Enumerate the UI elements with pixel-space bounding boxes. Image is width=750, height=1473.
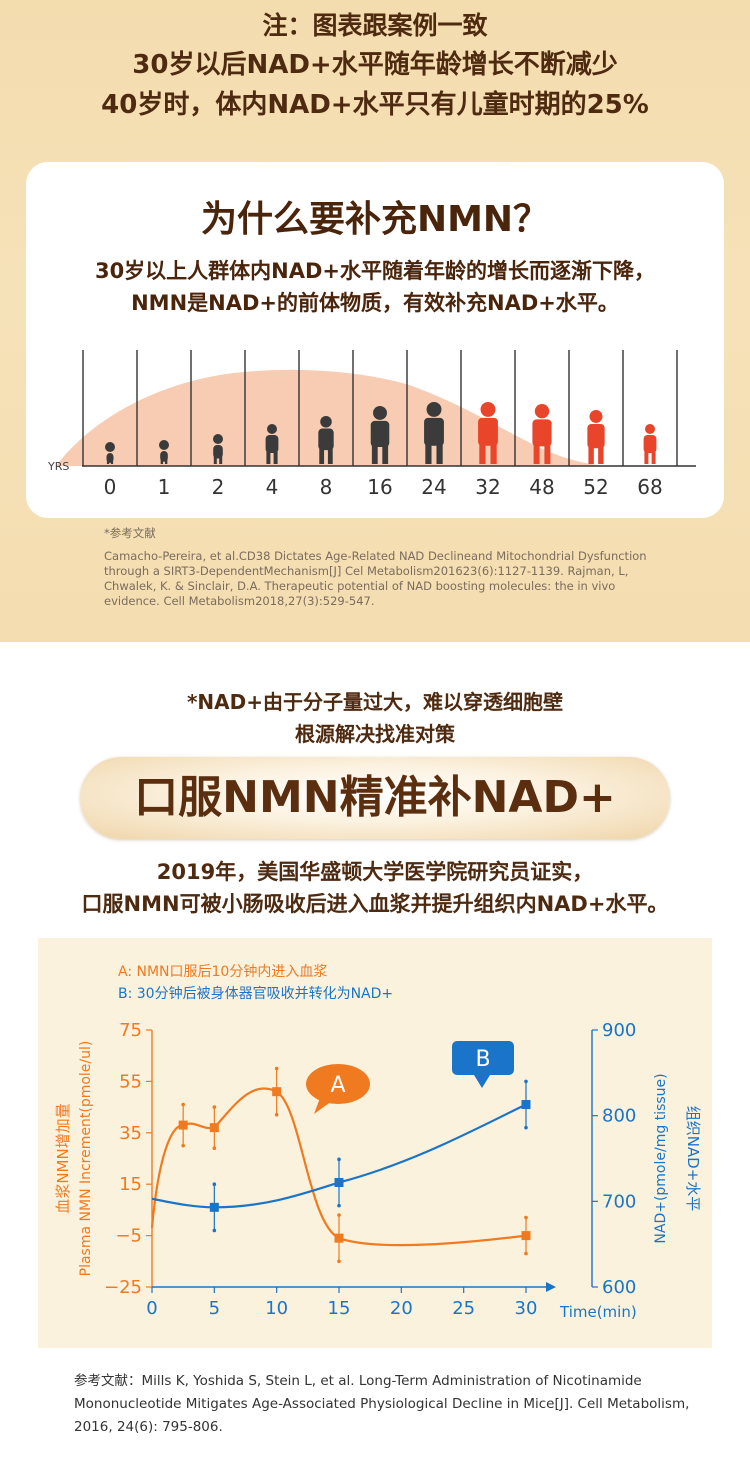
card-title: 为什么要补充NMN？ (200, 199, 550, 240)
age-label: 16 (367, 475, 392, 499)
callout-b: B (452, 1041, 514, 1088)
x-tick-label: 30 (515, 1298, 538, 1319)
left-axis-title-cn: 血浆NMN增加量 (54, 1103, 72, 1213)
x-tick-label: 15 (328, 1298, 351, 1319)
x-axis-arrow (546, 1282, 556, 1292)
x-tick-label: 10 (265, 1298, 288, 1319)
x-tick-label: 0 (146, 1298, 157, 1319)
nmn-card: 为什么要补充NMN？ 30岁以上人群体内NAD+水平随着年龄的增长而逐渐下降， … (26, 162, 724, 518)
chart-panel: A: NMN口服后10分钟内进入血浆 B: 30分钟后被身体器官吸收并转化为NAD… (38, 938, 712, 1348)
age-timeline: YRS 0 1 2 4 8 16 24 32 48 52 68 (47, 350, 696, 499)
callout-b-label: B (475, 1047, 490, 1072)
elderly-figure-icon (532, 404, 552, 464)
series-a-point (334, 1233, 344, 1243)
study-line1: 2019年，美国华盛顿大学医学院研究员证实， (156, 860, 594, 884)
age-label: 68 (637, 475, 662, 499)
elderly-figure-icon (478, 402, 498, 464)
series-b-point (334, 1177, 344, 1187)
series-a-point (209, 1123, 219, 1133)
left-tick-label: −5 (115, 1226, 142, 1247)
series-b-line (151, 1103, 527, 1209)
card-desc-line1: 30岁以上人群体内NAD+水平随着年龄的增长而逐渐下降， (94, 259, 656, 283)
age-label: 4 (266, 475, 279, 499)
legend-entry: B: 30分钟后被身体器官吸收并转化为NAD+ (118, 985, 393, 1002)
x-tick-label: 5 (209, 1298, 220, 1319)
right-axis-title-en: NAD+(pmole/mg tissue) (653, 1073, 669, 1243)
left-axis-title-en: Plasma NMN Increment(pmole/ul) (78, 1041, 94, 1277)
right-tick-label: 900 (602, 1020, 636, 1041)
age-label: 2 (212, 475, 225, 499)
legend-entry: A: NMN口服后10分钟内进入血浆 (118, 963, 327, 980)
elderly-figure-icon (643, 424, 657, 464)
yrs-label: YRS (47, 460, 69, 473)
right-tick-label: 600 (602, 1277, 636, 1298)
banner-pill: 口服NMN精准补NAD+ (80, 757, 670, 839)
age-label: 8 (320, 475, 333, 499)
card-desc-line2: NMN是NAD+的前体物质，有效补充NAD+水平。 (131, 291, 619, 315)
right-tick-label: 700 (602, 1191, 636, 1212)
person-figure-icon (424, 402, 444, 464)
reference-1-text: Camacho-Pereira, et al.CD38 Dictates Age… (104, 549, 647, 608)
person-figure-icon (105, 442, 115, 464)
person-figure-icon (159, 440, 169, 464)
nad-level-curve (56, 369, 606, 466)
header-note: 注：图表跟案例一致 (262, 11, 488, 40)
x-tick-label: 20 (390, 1298, 413, 1319)
person-figure-icon (213, 434, 223, 464)
series-a-point (521, 1231, 531, 1241)
series-a-point (272, 1087, 282, 1097)
reference-1-title: *参考文献 (104, 526, 156, 540)
elderly-figure-icon (587, 410, 605, 464)
left-tick-label: 35 (119, 1123, 142, 1144)
left-tick-label: 55 (119, 1071, 142, 1092)
reference-2: 参考文献：Mills K, Yoshida S, Stein L, et al.… (74, 1373, 690, 1435)
age-label: 0 (104, 475, 117, 499)
age-label: 1 (158, 475, 171, 499)
age-label: 24 (421, 475, 446, 499)
right-axis-title-cn: 组织NAD+水平 (684, 1106, 702, 1212)
age-label: 48 (529, 475, 554, 499)
banner-text: 口服NMN精准补NAD+ (134, 772, 616, 823)
left-tick-label: 15 (119, 1174, 142, 1195)
person-figure-icon (370, 406, 390, 464)
person-figure-icon (265, 424, 279, 464)
left-tick-label: 75 (119, 1020, 142, 1041)
age-label: 32 (475, 475, 500, 499)
callout-a-label: A (330, 1073, 345, 1098)
x-tick-label: 25 (452, 1298, 475, 1319)
header-line2: 40岁时，体内NAD+水平只有儿童时期的25% (101, 90, 649, 120)
right-tick-label: 800 (602, 1106, 636, 1127)
series-b-point (521, 1100, 531, 1110)
series-b-point (209, 1202, 219, 1212)
nmn-chart: A: NMN口服后10分钟内进入血浆 B: 30分钟后被身体器官吸收并转化为NAD… (54, 963, 702, 1321)
reference-1: *参考文献 Camacho-Pereira, et al.CD38 Dictat… (104, 526, 664, 609)
series-a-point (178, 1120, 188, 1130)
study-line2: 口服NMN可被小肠吸收后进入血浆并提升组织内NAD+水平。 (81, 892, 669, 916)
header-line1: 30岁以后NAD+水平随年龄增长不断减少 (132, 50, 618, 80)
callout-a: A (306, 1064, 370, 1114)
age-label: 52 (583, 475, 608, 499)
nad-note: *NAD+由于分子量过大，难以穿透细胞壁 (186, 690, 564, 714)
solution-line: 根源解决找准对策 (295, 722, 455, 746)
person-figure-icon (318, 416, 334, 464)
left-tick-label: −25 (104, 1277, 142, 1298)
x-axis-label: Time(min) (559, 1303, 637, 1321)
